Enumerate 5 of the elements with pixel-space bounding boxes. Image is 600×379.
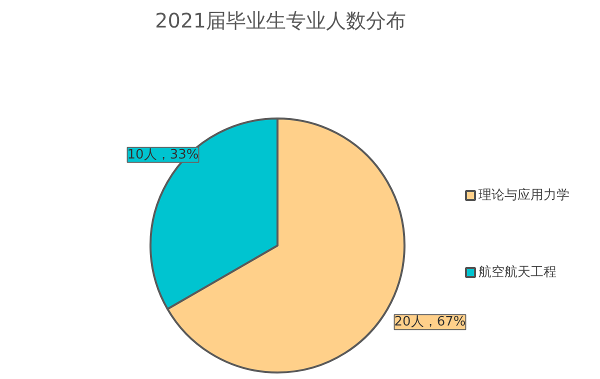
data-label: 10人，33% bbox=[127, 147, 199, 162]
chart-title: 2021届毕业生专业人数分布 bbox=[155, 8, 406, 32]
legend-label: 理论与应用力学 bbox=[478, 187, 570, 203]
legend-label: 航空航天工程 bbox=[478, 265, 556, 280]
data-label: 20人，67% bbox=[394, 314, 466, 330]
